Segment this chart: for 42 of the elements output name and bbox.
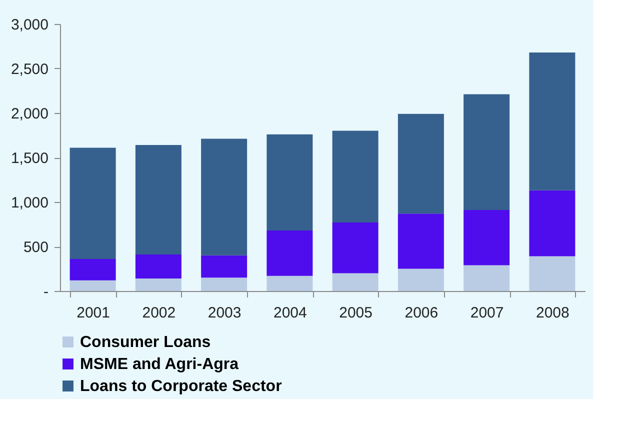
legend-label: MSME and Agri-Agra (80, 356, 239, 373)
bar (464, 210, 510, 266)
bar (529, 52, 576, 190)
bar (529, 256, 576, 291)
bar (332, 130, 378, 222)
legend-label: Loans to Corporate Sector (80, 378, 282, 395)
bar (70, 148, 116, 259)
y-tick-label: 1,500 (10, 150, 48, 167)
bar (70, 258, 116, 280)
bar (398, 268, 444, 291)
legend-label: Consumer Loans (80, 334, 211, 351)
x-tick-label: 2006 (404, 304, 438, 322)
bar (70, 280, 116, 291)
bar (529, 190, 576, 256)
bar (332, 222, 378, 274)
x-tick-label: 2001 (76, 304, 110, 322)
bar (266, 276, 313, 291)
bar (266, 230, 313, 276)
y-tick-label: 3,000 (10, 16, 48, 34)
bar (135, 145, 182, 255)
y-tick-label: 2,500 (10, 61, 48, 78)
bar (332, 273, 378, 291)
bar (464, 94, 510, 210)
bar (398, 214, 444, 269)
bar (266, 134, 313, 230)
x-tick-label: 2003 (208, 304, 242, 322)
x-tick-label: 2005 (339, 304, 372, 322)
x-tick-label: 2002 (142, 304, 176, 322)
bar (464, 265, 510, 291)
bar (201, 278, 248, 291)
y-tick-label: - (44, 284, 48, 300)
y-tick-label: 2,000 (10, 106, 48, 122)
x-tick-label: 2008 (536, 304, 570, 322)
bar (135, 278, 182, 291)
y-tick-label: 500 (23, 239, 48, 256)
bar (201, 138, 248, 256)
y-tick-label: 1,000 (10, 194, 48, 212)
bar (201, 255, 248, 278)
bar (135, 254, 182, 279)
x-tick-label: 2007 (470, 304, 504, 322)
x-tick-label: 2004 (274, 304, 307, 322)
bar (398, 114, 444, 214)
